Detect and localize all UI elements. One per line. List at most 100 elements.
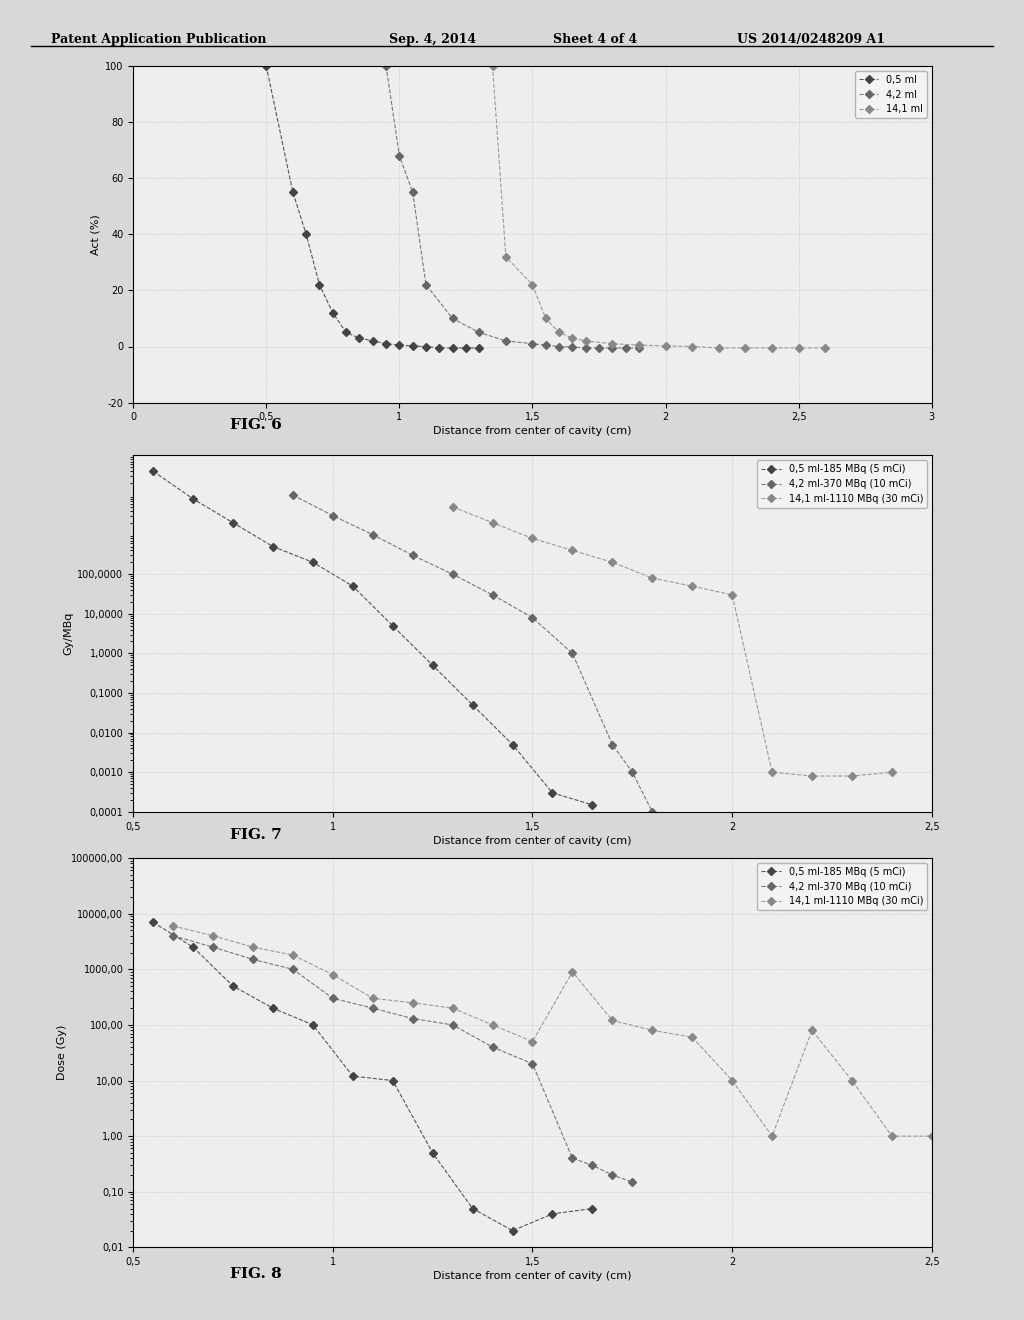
Text: FIG. 7: FIG. 7 [230, 828, 282, 842]
14,1 ml-1110 MBq (30 mCi) [167, 917, 179, 933]
0,5 ml [393, 337, 406, 352]
14,1 ml-1110 MBq (30 mCi) [207, 928, 219, 944]
0,5 ml-185 MBq (5 mCi) [467, 1201, 479, 1217]
14,1 ml-1110 MBq (30 mCi) [686, 578, 698, 594]
4,2 ml-370 MBq (10 mCi) [586, 1158, 598, 1173]
Text: Patent Application Publication: Patent Application Publication [51, 33, 266, 46]
4,2 ml-370 MBq (10 mCi) [486, 587, 499, 603]
14,1 ml-1110 MBq (30 mCi) [247, 940, 259, 956]
4,2 ml-370 MBq (10 mCi) [207, 940, 219, 956]
0,5 ml [287, 185, 299, 201]
4,2 ml [393, 148, 406, 164]
0,5 ml [327, 305, 339, 321]
14,1 ml-1110 MBq (30 mCi) [446, 499, 459, 515]
4,2 ml-370 MBq (10 mCi) [566, 645, 579, 661]
0,5 ml [446, 341, 459, 356]
0,5 ml-185 MBq (5 mCi) [547, 1206, 559, 1222]
0,5 ml [353, 330, 366, 346]
4,2 ml [526, 335, 539, 351]
Legend: 0,5 ml, 4,2 ml, 14,1 ml: 0,5 ml, 4,2 ml, 14,1 ml [855, 71, 927, 119]
4,2 ml-370 MBq (10 mCi) [287, 487, 299, 503]
0,5 ml-185 MBq (5 mCi) [346, 1068, 359, 1084]
14,1 ml-1110 MBq (30 mCi) [846, 1073, 858, 1089]
Text: FIG. 8: FIG. 8 [230, 1267, 282, 1282]
4,2 ml-370 MBq (10 mCi) [367, 527, 379, 543]
4,2 ml [380, 58, 392, 74]
4,2 ml-370 MBq (10 mCi) [446, 566, 459, 582]
0,5 ml-185 MBq (5 mCi) [307, 554, 319, 570]
0,5 ml-185 MBq (5 mCi) [427, 657, 439, 673]
4,2 ml [593, 341, 605, 356]
14,1 ml-1110 MBq (30 mCi) [646, 1023, 658, 1039]
4,2 ml-370 MBq (10 mCi) [486, 1039, 499, 1055]
0,5 ml-185 MBq (5 mCi) [506, 1222, 518, 1238]
0,5 ml [473, 341, 485, 356]
14,1 ml-1110 MBq (30 mCi) [606, 554, 618, 570]
Legend: 0,5 ml-185 MBq (5 mCi), 4,2 ml-370 MBq (10 mCi), 14,1 ml-1110 MBq (30 mCi): 0,5 ml-185 MBq (5 mCi), 4,2 ml-370 MBq (… [758, 461, 927, 508]
14,1 ml-1110 MBq (30 mCi) [526, 531, 539, 546]
Line: 4,2 ml-370 MBq (10 mCi): 4,2 ml-370 MBq (10 mCi) [290, 492, 655, 814]
0,5 ml-185 MBq (5 mCi) [386, 618, 398, 634]
4,2 ml-370 MBq (10 mCi) [606, 1167, 618, 1183]
Line: 0,5 ml-185 MBq (5 mCi): 0,5 ml-185 MBq (5 mCi) [151, 920, 595, 1233]
14,1 ml [580, 333, 592, 348]
0,5 ml-185 MBq (5 mCi) [186, 491, 199, 507]
4,2 ml [420, 277, 432, 293]
0,5 ml [340, 325, 352, 341]
14,1 ml-1110 MBq (30 mCi) [486, 1016, 499, 1032]
14,1 ml [526, 277, 539, 293]
4,2 ml-370 MBq (10 mCi) [367, 1001, 379, 1016]
4,2 ml-370 MBq (10 mCi) [566, 1150, 579, 1166]
0,5 ml [420, 338, 432, 354]
0,5 ml-185 MBq (5 mCi) [147, 463, 160, 479]
0,5 ml-185 MBq (5 mCi) [307, 1016, 319, 1032]
Text: FIG. 6: FIG. 6 [230, 418, 282, 433]
14,1 ml-1110 MBq (30 mCi) [486, 515, 499, 531]
4,2 ml [407, 185, 419, 201]
4,2 ml-370 MBq (10 mCi) [287, 961, 299, 977]
4,2 ml-370 MBq (10 mCi) [446, 1016, 459, 1032]
14,1 ml-1110 MBq (30 mCi) [327, 966, 339, 982]
4,2 ml [566, 339, 579, 355]
14,1 ml-1110 MBq (30 mCi) [367, 990, 379, 1006]
Y-axis label: Dose (Gy): Dose (Gy) [57, 1026, 68, 1080]
14,1 ml [739, 341, 752, 356]
X-axis label: Distance from center of cavity (cm): Distance from center of cavity (cm) [433, 1271, 632, 1282]
4,2 ml-370 MBq (10 mCi) [327, 508, 339, 524]
14,1 ml-1110 MBq (30 mCi) [566, 964, 579, 979]
14,1 ml [486, 58, 499, 74]
14,1 ml [633, 337, 645, 352]
X-axis label: Distance from center of cavity (cm): Distance from center of cavity (cm) [433, 836, 632, 846]
0,5 ml [380, 335, 392, 351]
0,5 ml [407, 338, 419, 354]
0,5 ml-185 MBq (5 mCi) [386, 1073, 398, 1089]
14,1 ml-1110 MBq (30 mCi) [407, 995, 419, 1011]
4,2 ml [500, 333, 512, 348]
0,5 ml-185 MBq (5 mCi) [266, 1001, 279, 1016]
4,2 ml [606, 341, 618, 356]
4,2 ml-370 MBq (10 mCi) [626, 764, 639, 780]
4,2 ml-370 MBq (10 mCi) [526, 1056, 539, 1072]
4,2 ml-370 MBq (10 mCi) [167, 928, 179, 944]
4,2 ml [633, 341, 645, 356]
0,5 ml-185 MBq (5 mCi) [586, 1201, 598, 1217]
X-axis label: Distance from center of cavity (cm): Distance from center of cavity (cm) [433, 426, 632, 437]
4,2 ml-370 MBq (10 mCi) [526, 610, 539, 626]
4,2 ml [580, 341, 592, 356]
4,2 ml-370 MBq (10 mCi) [407, 1011, 419, 1027]
Y-axis label: Gy/MBq: Gy/MBq [63, 612, 74, 655]
0,5 ml-185 MBq (5 mCi) [346, 578, 359, 594]
0,5 ml-185 MBq (5 mCi) [186, 940, 199, 956]
4,2 ml [473, 325, 485, 341]
14,1 ml [606, 335, 618, 351]
14,1 ml [686, 338, 698, 354]
14,1 ml-1110 MBq (30 mCi) [886, 764, 898, 780]
Line: 14,1 ml-1110 MBq (30 mCi): 14,1 ml-1110 MBq (30 mCi) [170, 923, 935, 1139]
0,5 ml [433, 341, 445, 356]
4,2 ml-370 MBq (10 mCi) [247, 952, 259, 968]
0,5 ml-185 MBq (5 mCi) [506, 737, 518, 752]
0,5 ml [460, 341, 472, 356]
14,1 ml [500, 248, 512, 264]
14,1 ml-1110 MBq (30 mCi) [606, 1012, 618, 1028]
0,5 ml [313, 277, 326, 293]
